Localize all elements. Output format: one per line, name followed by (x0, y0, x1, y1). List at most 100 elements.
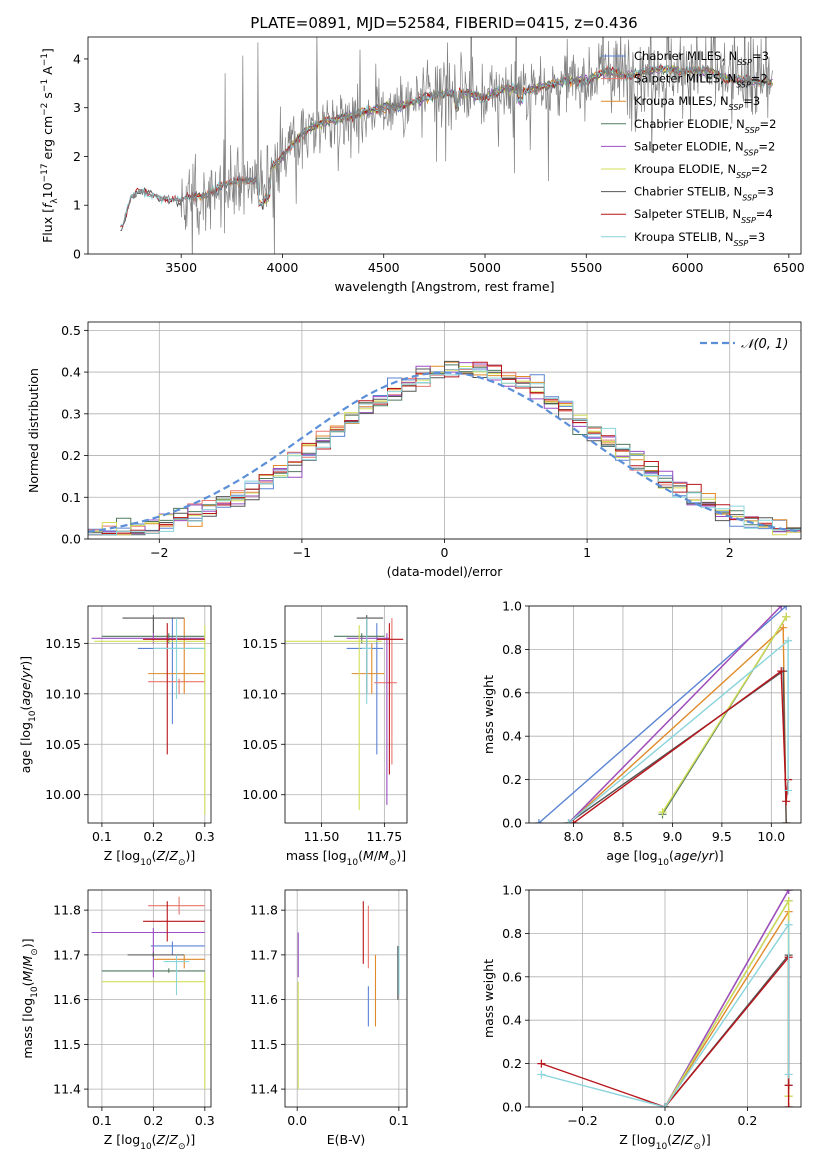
y-tick-label: 0.6 (502, 969, 522, 984)
label-part: 10 (656, 1142, 668, 1152)
spectrum-lines (120, 37, 774, 254)
legend-sub: SSP (736, 171, 751, 180)
label-part: ⊙ (389, 858, 397, 868)
label-part: )] (396, 848, 406, 863)
legend-sub: SSP (742, 193, 757, 202)
y-tick-label: 2 (73, 149, 81, 164)
grid-mass-vs-EBV (285, 890, 407, 1107)
x-axis-label: wavelength [Angstrom, rest frame] (334, 279, 554, 294)
frame-age-vs-Z (87, 605, 212, 824)
label-part: M (20, 955, 35, 966)
y-tick-label: 0.4 (502, 729, 522, 744)
y-tick-label: 0.5 (61, 323, 81, 338)
y-tick-label: 0.3 (61, 406, 81, 421)
y-axis-label: Flux [fλ10−17 erg cm−2 s−1 A−1] (40, 48, 60, 243)
label-part: Z (671, 1132, 681, 1147)
x-tick-label: 0.0 (287, 1113, 307, 1128)
point-salpeter-miles (148, 896, 205, 915)
y-tick-label: 0.4 (502, 1013, 522, 1028)
label-part: A (40, 66, 55, 79)
label-part: Z (684, 1132, 694, 1147)
legend-text: =4 (756, 207, 773, 221)
x-tick-label: 5000 (469, 260, 501, 275)
marker (779, 623, 788, 632)
point-salpeter-stelib (143, 901, 205, 942)
point-salpeter-elodie (346, 633, 390, 805)
x-tick-label: 6000 (672, 260, 704, 275)
series-kroupa-miles (568, 626, 787, 823)
label-part: / (165, 848, 170, 863)
legend-sub: SSP (744, 148, 759, 157)
legend-sub: SSP (741, 216, 756, 225)
label-part: erg cm (40, 116, 55, 164)
x-tick-label: 5500 (570, 260, 602, 275)
label-part: 10 (658, 858, 670, 868)
label-part: )] (185, 848, 195, 863)
label-part: ( (18, 706, 33, 711)
marker (782, 606, 791, 610)
axes-mass-vs-EBV: 0.0 0.1 11.4 11.5 11.6 11.7 11.8 E(B-V) (250, 890, 409, 1147)
y-tick-label: 3 (73, 100, 81, 115)
y-tick-label: 11.4 (53, 1082, 81, 1097)
point-chabrier-stelib (122, 615, 185, 634)
x-tick-label: 0.1 (92, 829, 112, 844)
legend-text: =2 (751, 162, 768, 176)
legend-text: =2 (758, 139, 775, 153)
y-tick-label: 11.7 (53, 947, 81, 962)
point-kroupa-elodie (101, 972, 206, 1090)
legend-text: =2 (751, 72, 768, 86)
label-part: Z [log (104, 848, 140, 863)
legend-text: Chabrier STELIB, N (634, 185, 742, 199)
marker (784, 920, 793, 929)
y-tick-label: 10.15 (242, 636, 278, 651)
x-axis-label: age [log10(age/yr)] (606, 848, 723, 868)
frame-weight-vs-age (528, 605, 802, 824)
x-tick-label: 9.5 (712, 829, 732, 844)
y-tick-label: 10.00 (242, 787, 278, 802)
y-tick-label: 11.5 (250, 1037, 278, 1052)
series-salpeter-stelib (573, 669, 789, 823)
y-tick-label: 10.10 (45, 686, 81, 701)
marker (777, 667, 786, 676)
y-tick-label: 0.4 (61, 365, 81, 380)
legend-text: =2 (760, 117, 777, 131)
legend-text: Kroupa ELODIE, N (634, 162, 736, 176)
y-tick-label: 11.8 (250, 903, 278, 918)
x-axis-label: mass [log10(M/M⊙)] (286, 848, 406, 868)
label-part: / (697, 848, 702, 863)
label-part: 10 (347, 858, 359, 868)
x-tick-label: 0 (441, 545, 449, 560)
errorbars-mass-vs-EBV (297, 901, 400, 1090)
label-part: )] (185, 1132, 195, 1147)
legend-label: Kroupa ELODIE, NSSP=2 (634, 162, 768, 180)
label-part: )] (701, 1132, 711, 1147)
y-tick-label: 1.0 (502, 599, 522, 614)
series-salpeter-elodie (664, 890, 790, 1107)
marker (784, 896, 793, 905)
x-tick-label: 0.3 (195, 829, 215, 844)
x-tick-label: 4500 (368, 260, 400, 275)
legend-text: Salpeter ELODIE, N (634, 139, 744, 153)
legend-text: Salpeter MILES, N (634, 72, 736, 86)
label-part: )] (18, 656, 33, 666)
y-tick-label: 0.8 (502, 642, 522, 657)
label-part: )] (20, 938, 35, 948)
label-part: −1 (40, 53, 50, 66)
x-tick-label: 1 (583, 545, 591, 560)
legend-label: Salpeter STELIB, NSSP=4 (634, 207, 773, 225)
legend-sub: SSP (736, 80, 751, 89)
y-tick-label: 0.2 (502, 772, 522, 787)
y-tick-label: 11.5 (53, 1037, 81, 1052)
legend-label: Salpeter MILES, NSSP=2 (634, 72, 768, 90)
x-tick-label: 4000 (267, 260, 299, 275)
label-part: λ (50, 198, 60, 204)
point-kroupa-elodie (94, 625, 206, 815)
point-kroupa-elodie (285, 625, 382, 810)
point-chabrier-miles (137, 618, 205, 725)
x-axis-label: (data-model)/error (387, 564, 504, 579)
label-part: ⊙ (30, 948, 40, 956)
marker (784, 1081, 793, 1090)
y-tick-label: 0.0 (502, 1100, 522, 1115)
